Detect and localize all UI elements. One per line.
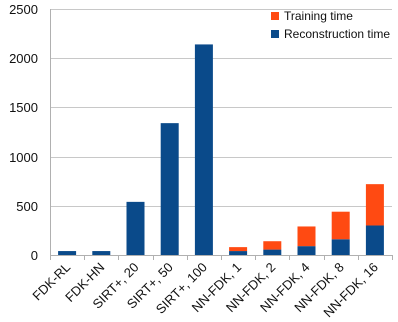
- axes: [50, 9, 393, 260]
- bar-training: [229, 247, 248, 252]
- bar-reconstruction: [263, 249, 282, 255]
- legend-label: Training time: [284, 9, 353, 23]
- bar-reconstruction: [297, 246, 316, 255]
- bar-reconstruction: [126, 201, 145, 255]
- legend-swatch: [271, 30, 279, 38]
- legend-swatch: [271, 12, 279, 20]
- bar-training: [331, 211, 350, 240]
- y-tick-label: 500: [16, 199, 38, 214]
- y-tick-label: 1000: [9, 150, 38, 165]
- bar-training: [263, 241, 282, 250]
- bar-reconstruction: [58, 251, 77, 255]
- y-tick-label: 2000: [9, 51, 38, 66]
- bar-reconstruction: [160, 123, 179, 255]
- legend-label: Reconstruction time: [284, 27, 390, 41]
- bar-reconstruction: [331, 239, 350, 255]
- bar-training: [365, 184, 384, 226]
- bar-training: [297, 226, 316, 247]
- bar-reconstruction: [365, 225, 384, 255]
- y-tick-label: 1500: [9, 100, 38, 115]
- bar-reconstruction: [92, 251, 111, 255]
- y-tick-label: 2500: [9, 2, 38, 17]
- bars: [58, 44, 384, 256]
- y-tick-label: 0: [31, 248, 38, 263]
- y-axis-ticks: 0 500 1000 1500 2000 2500: [9, 2, 38, 263]
- bar-reconstruction: [229, 251, 248, 255]
- bar-reconstruction: [194, 44, 213, 256]
- legend: Training time Reconstruction time: [271, 9, 390, 41]
